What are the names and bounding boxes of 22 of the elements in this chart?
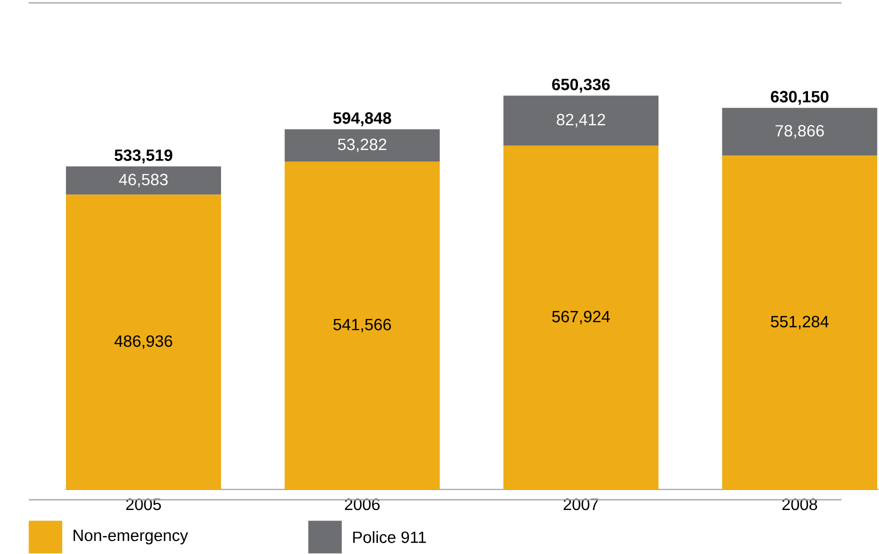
data-label: 551,284 (770, 316, 829, 330)
data-label: 567,924 (552, 310, 610, 324)
total-label: 594,848 (333, 112, 392, 126)
legend-label: Police 911 (353, 530, 426, 543)
bar (722, 108, 878, 156)
data-label: 46,583 (118, 174, 168, 188)
data-label: 82,412 (556, 114, 606, 128)
bar (722, 155, 878, 490)
bar (66, 166, 222, 194)
bar (503, 145, 658, 490)
data-label: 541,566 (333, 318, 391, 332)
total-label: 533,519 (114, 149, 172, 164)
bar (66, 194, 222, 490)
data-label: 486,936 (114, 335, 172, 349)
total-label: 650,336 (552, 78, 610, 92)
data-label: 53,282 (338, 138, 386, 152)
bar (284, 129, 440, 162)
bar (284, 161, 440, 490)
legend-label: Non-emergency (74, 530, 188, 544)
bar (503, 95, 658, 146)
total-label: 630,150 (770, 90, 828, 105)
data-label: 78,866 (776, 124, 824, 138)
